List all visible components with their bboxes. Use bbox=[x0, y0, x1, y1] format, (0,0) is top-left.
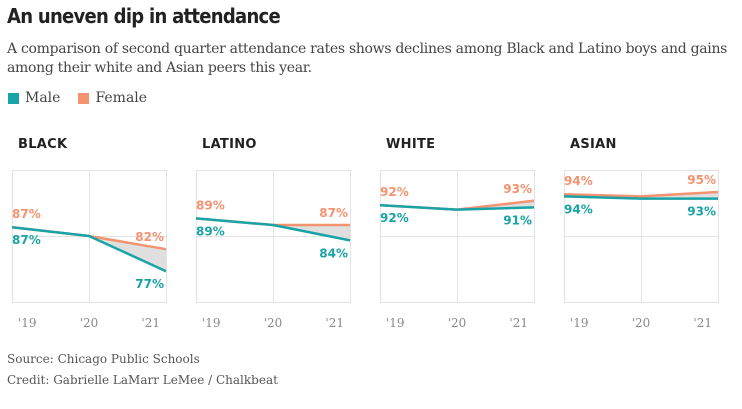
legend: Male Female bbox=[8, 90, 165, 106]
x-tick-label-latino-0: '19 bbox=[202, 316, 221, 330]
panel-white: WHITE 92% 92% 93% 91% '19 '20 '21 bbox=[379, 137, 535, 330]
male-line-black bbox=[11, 225, 167, 273]
panel-title-latino: LATINO bbox=[202, 137, 257, 152]
small-multiples-chart: BLACK 87% 87% 82% 77% '19 '20 '21 LATINO 89% 89% 87… bbox=[11, 137, 719, 330]
start-label-female-latino: 89% bbox=[196, 198, 225, 212]
end-label-female-latino: 87% bbox=[319, 206, 348, 220]
x-tick-label-black-0: '19 bbox=[18, 316, 37, 330]
end-label-male-latino: 84% bbox=[319, 246, 348, 260]
legend-label-male: Male bbox=[25, 90, 61, 106]
x-tick-label-latino-2: '21 bbox=[325, 316, 344, 330]
panel-title-white: WHITE bbox=[386, 137, 435, 152]
x-tick-label-black-1: '20 bbox=[80, 316, 99, 330]
panel-title-black: BLACK bbox=[18, 137, 68, 152]
chart-subtitle: A comparison of second quarter attendanc… bbox=[7, 41, 728, 76]
male-line-latino bbox=[195, 217, 351, 242]
gap-area-latino bbox=[196, 218, 350, 241]
source-note: Source: Chicago Public Schools bbox=[7, 352, 200, 366]
end-label-male-asian: 93% bbox=[687, 205, 716, 219]
panel-latino: LATINO 89% 89% 87% 84% '19 '20 '21 bbox=[195, 137, 351, 330]
start-label-male-latino: 89% bbox=[196, 224, 225, 238]
gridlines-asian bbox=[564, 170, 719, 303]
gridlines-white bbox=[380, 170, 535, 303]
legend-label-female: Female bbox=[95, 90, 148, 106]
x-tick-label-asian-1: '20 bbox=[632, 316, 651, 330]
male-line-asian bbox=[563, 195, 718, 200]
female-line-asian bbox=[563, 190, 719, 198]
x-tick-label-white-1: '20 bbox=[448, 316, 467, 330]
end-label-female-black: 82% bbox=[135, 230, 164, 244]
x-tick-label-black-2: '21 bbox=[141, 316, 160, 330]
start-label-female-asian: 94% bbox=[564, 174, 593, 188]
x-tick-label-asian-2: '21 bbox=[693, 316, 712, 330]
end-label-female-white: 93% bbox=[503, 182, 532, 196]
start-label-male-white: 92% bbox=[380, 211, 409, 225]
panel-asian: ASIAN 94% 94% 95% 93% '19 '20 '21 bbox=[563, 137, 719, 330]
legend-item-female: Female bbox=[78, 90, 147, 106]
end-label-male-white: 91% bbox=[503, 213, 532, 227]
start-label-female-black: 87% bbox=[12, 207, 41, 221]
legend-swatch-male bbox=[8, 92, 19, 104]
legend-item-male: Male bbox=[8, 90, 60, 106]
x-tick-label-asian-0: '19 bbox=[570, 316, 589, 330]
x-tick-label-white-0: '19 bbox=[386, 316, 405, 330]
end-label-male-black: 77% bbox=[135, 277, 164, 291]
panel-black: BLACK 87% 87% 82% 77% '19 '20 '21 bbox=[11, 137, 167, 330]
x-tick-label-white-2: '21 bbox=[509, 316, 528, 330]
panel-title-asian: ASIAN bbox=[570, 137, 617, 152]
credit-note: Credit: Gabrielle LaMarr LeMee / Chalkbe… bbox=[7, 373, 278, 387]
male-line-white bbox=[379, 203, 535, 211]
end-label-female-asian: 95% bbox=[687, 173, 716, 187]
start-label-male-black: 87% bbox=[12, 233, 41, 247]
start-label-male-asian: 94% bbox=[564, 202, 593, 216]
legend-swatch-female bbox=[78, 92, 90, 104]
chart-title: An uneven dip in attendance bbox=[7, 4, 281, 28]
x-tick-label-latino-1: '20 bbox=[264, 316, 283, 330]
start-label-female-white: 92% bbox=[380, 185, 409, 199]
